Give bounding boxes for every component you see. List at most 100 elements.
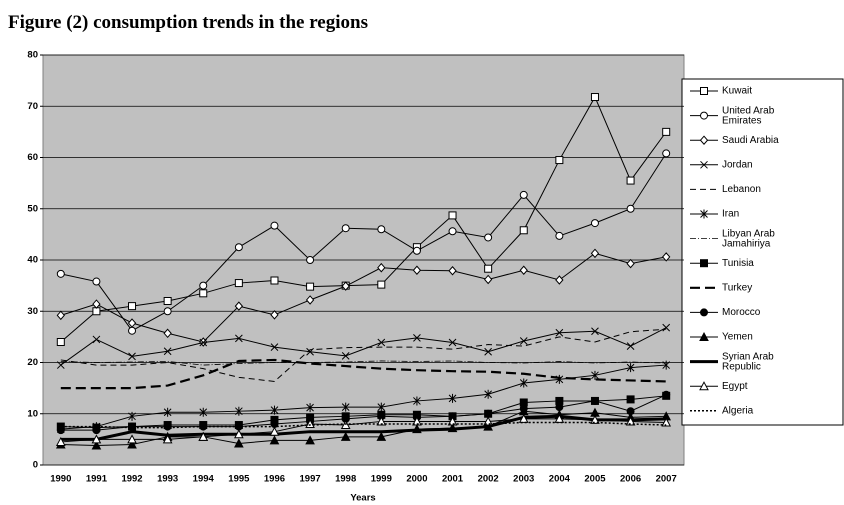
y-tick-label: 40	[27, 255, 38, 266]
data-point	[590, 93, 599, 102]
data-point	[591, 327, 599, 336]
data-point	[448, 211, 457, 220]
legend-marker	[700, 160, 708, 169]
chart-title: Figure (2) consumption trends in the reg…	[8, 12, 368, 33]
data-point	[235, 334, 243, 343]
legend-marker	[700, 259, 708, 268]
data-point	[199, 281, 208, 290]
x-tick-label: 2000	[406, 474, 427, 485]
data-point	[376, 431, 387, 441]
legend-marker	[699, 331, 709, 341]
data-point	[163, 297, 172, 305]
data-point	[128, 326, 137, 335]
x-tick-label: 1998	[335, 474, 356, 485]
data-point	[128, 411, 136, 421]
data-point	[269, 435, 280, 445]
data-point	[625, 416, 636, 426]
data-point	[412, 265, 422, 276]
data-point	[92, 299, 101, 309]
data-point	[235, 406, 243, 416]
data-point	[555, 403, 564, 412]
data-point	[341, 351, 350, 360]
data-point	[341, 224, 350, 233]
x-tick-label: 1999	[371, 474, 392, 485]
data-point	[377, 280, 386, 289]
data-point	[163, 422, 172, 431]
legend-label: Kuwait	[722, 86, 752, 97]
data-point	[199, 289, 208, 298]
legend-label: Iran	[722, 209, 739, 220]
legend-label: Libyan Arab Jamahiriya	[722, 228, 775, 249]
data-point	[590, 396, 599, 405]
y-tick-label: 80	[27, 50, 38, 61]
x-tick-label: 1995	[228, 474, 250, 485]
series-line	[60, 360, 667, 366]
data-point	[412, 246, 421, 255]
x-tick-label: 2003	[513, 474, 534, 485]
data-point	[128, 422, 137, 431]
data-point	[234, 429, 244, 439]
data-point	[198, 431, 209, 441]
legend-label: Egypt	[722, 381, 748, 392]
data-point	[127, 439, 137, 449]
data-point	[199, 407, 208, 417]
data-point	[163, 328, 172, 339]
series-line	[60, 421, 667, 429]
data-point	[519, 226, 528, 235]
data-point	[591, 370, 599, 380]
data-point	[163, 307, 172, 316]
legend-label: Algeria	[722, 405, 754, 416]
x-tick-label: 2006	[620, 474, 641, 485]
data-point	[626, 258, 635, 269]
data-point	[306, 347, 314, 356]
y-tick-label: 50	[27, 203, 38, 214]
y-tick-label: 0	[33, 460, 38, 471]
legend-marker	[699, 381, 709, 391]
data-point	[127, 434, 137, 444]
legend-marker	[700, 209, 708, 219]
data-point	[376, 416, 387, 426]
data-point	[484, 347, 492, 356]
data-point	[626, 342, 635, 350]
data-point	[340, 419, 351, 430]
data-point	[555, 275, 564, 285]
legend-label: Tunisia	[722, 258, 754, 269]
x-tick-label: 2002	[478, 474, 499, 485]
x-tick-label: 1992	[121, 474, 142, 485]
data-point	[270, 405, 279, 415]
data-point	[590, 248, 600, 259]
data-point	[92, 426, 101, 435]
data-point	[448, 338, 457, 347]
legend-label: United Arab Emirates	[722, 105, 775, 126]
data-point	[484, 233, 493, 242]
data-point	[662, 323, 671, 332]
data-point	[448, 227, 457, 236]
data-point	[306, 403, 314, 413]
y-tick-label: 30	[27, 306, 38, 317]
y-tick-label: 10	[27, 408, 38, 419]
data-point	[555, 156, 564, 165]
data-point	[590, 219, 599, 228]
data-point	[270, 276, 279, 285]
data-point	[626, 363, 635, 373]
data-point	[305, 435, 315, 445]
x-tick-label: 2001	[442, 474, 464, 485]
data-point	[234, 279, 243, 288]
x-axis-label: Years	[350, 493, 375, 504]
data-point	[413, 334, 421, 342]
y-tick-label: 60	[27, 152, 38, 163]
data-point	[234, 438, 244, 448]
data-point	[306, 256, 315, 264]
series-line	[60, 328, 667, 382]
data-point	[662, 127, 671, 136]
data-point	[484, 409, 493, 418]
data-point	[519, 337, 528, 345]
data-point	[163, 407, 172, 417]
series-line	[60, 418, 667, 443]
data-point	[626, 204, 635, 213]
data-point	[163, 347, 172, 356]
data-point	[234, 243, 243, 252]
x-tick-label: 1996	[264, 474, 285, 485]
series-line	[60, 364, 667, 430]
x-tick-label: 1991	[86, 474, 108, 485]
